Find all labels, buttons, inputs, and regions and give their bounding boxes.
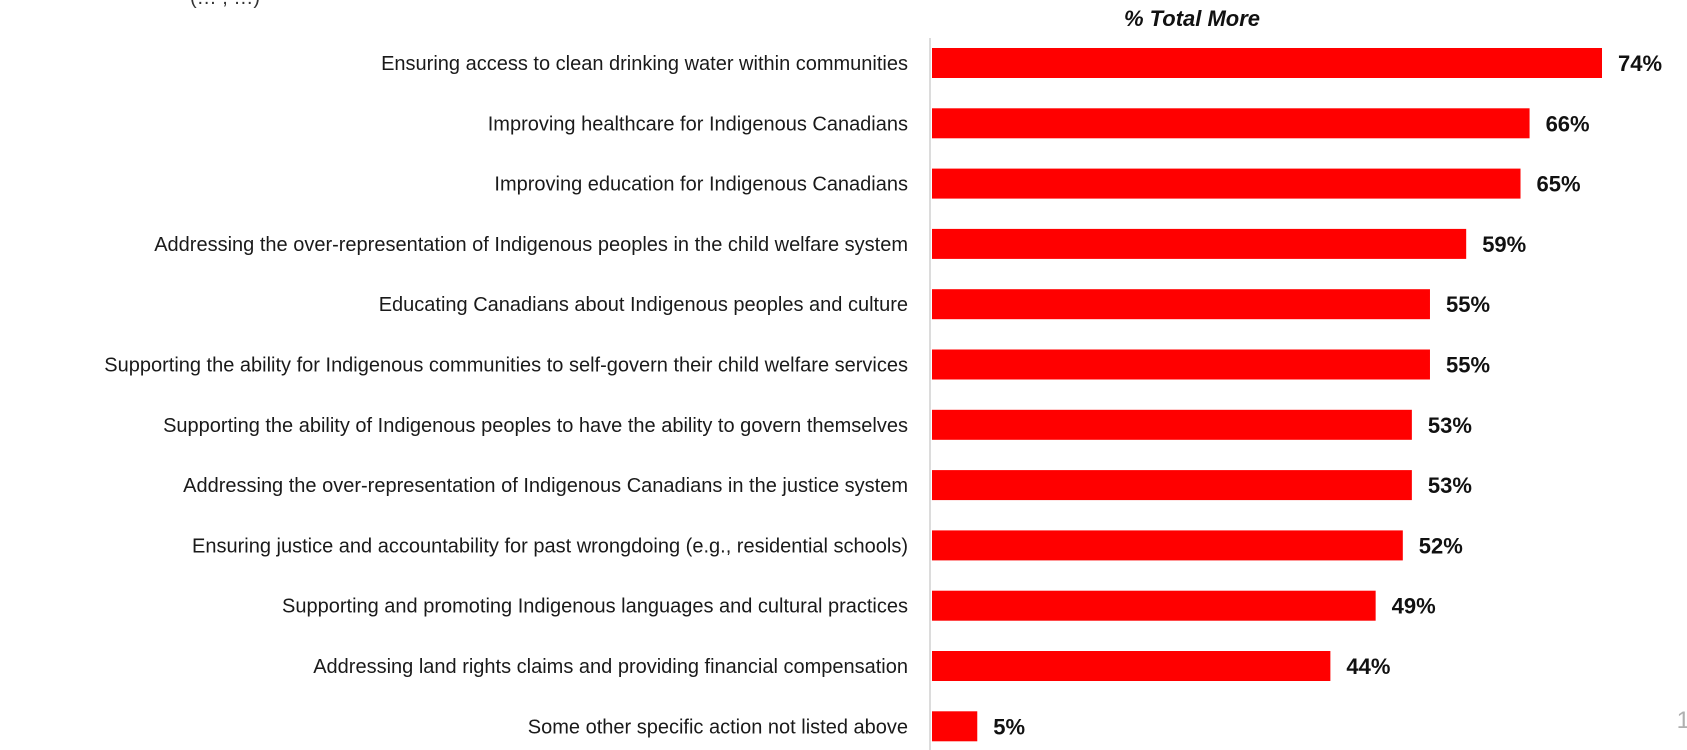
bar: [932, 530, 1403, 561]
chart-title: % Total More: [1124, 6, 1260, 31]
value-label: 55%: [1446, 353, 1490, 378]
bar: [932, 108, 1530, 139]
value-label: 66%: [1546, 111, 1590, 136]
category-label: Improving healthcare for Indigenous Cana…: [488, 113, 908, 135]
top-cut-fragment: (… , …): [190, 0, 260, 9]
category-label: Educating Canadians about Indigenous peo…: [379, 294, 908, 316]
value-label: 49%: [1392, 594, 1436, 619]
bar: [932, 590, 1376, 621]
bar: [932, 48, 1602, 78]
bar: [932, 711, 978, 742]
bar: [932, 470, 1412, 501]
bar: [932, 168, 1521, 199]
value-label: 55%: [1446, 292, 1490, 317]
bar: [932, 289, 1430, 320]
page-number: 1: [1677, 707, 1687, 734]
value-label: 53%: [1428, 473, 1472, 498]
category-label: Ensuring justice and accountability for …: [192, 535, 908, 557]
value-label: 65%: [1537, 172, 1581, 197]
category-label: Addressing land rights claims and provid…: [313, 656, 908, 678]
value-label: 59%: [1482, 232, 1526, 257]
bar: [932, 409, 1412, 440]
category-label: Some other specific action not listed ab…: [528, 716, 908, 738]
category-label: Supporting and promoting Indigenous lang…: [282, 596, 908, 618]
bar: [932, 651, 1331, 681]
category-label: Improving education for Indigenous Canad…: [494, 174, 908, 196]
bar: [932, 228, 1467, 259]
category-label: Ensuring access to clean drinking water …: [381, 53, 908, 75]
value-label: 44%: [1346, 654, 1390, 679]
bar: [932, 349, 1430, 380]
value-label: 52%: [1419, 533, 1463, 558]
bars-group: Ensuring access to clean drinking water …: [104, 48, 1662, 742]
category-label: Addressing the over-representation of In…: [154, 234, 908, 256]
category-label: Addressing the over-representation of In…: [183, 475, 908, 497]
value-label: 53%: [1428, 413, 1472, 438]
category-label: Supporting the ability of Indigenous peo…: [163, 415, 908, 437]
value-label: 5%: [993, 714, 1025, 739]
value-label: 74%: [1618, 51, 1662, 76]
category-label: Supporting the ability for Indigenous co…: [104, 355, 908, 377]
